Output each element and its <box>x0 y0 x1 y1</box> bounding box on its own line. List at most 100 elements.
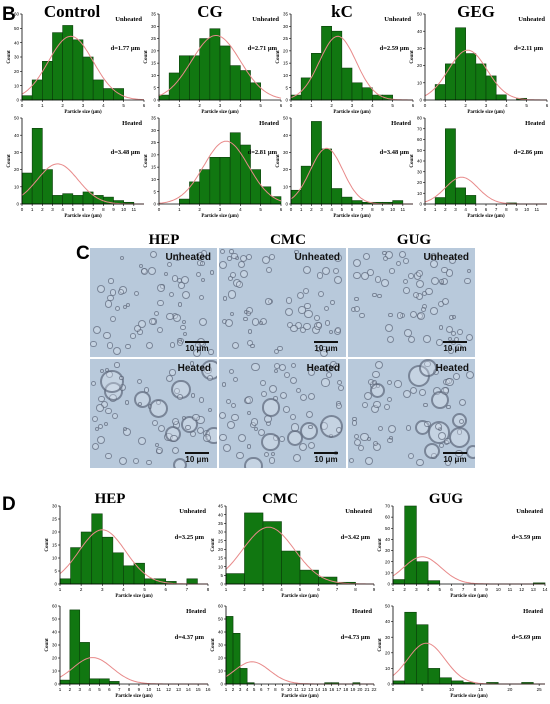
droplet <box>328 329 334 335</box>
y-tick-label: 15 <box>151 165 157 170</box>
droplet <box>289 413 297 420</box>
droplet <box>352 416 357 422</box>
y-tick-label: 0 <box>419 98 422 103</box>
x-tick-label: 10 <box>390 207 396 212</box>
droplet <box>136 378 143 385</box>
droplet <box>167 261 173 267</box>
y-tick-label: 5 <box>54 569 57 574</box>
condition-label: Heated <box>525 120 545 127</box>
droplet <box>178 282 185 289</box>
droplet <box>372 440 379 447</box>
droplet <box>403 278 409 284</box>
y-tick-label: 80 <box>417 116 423 121</box>
histogram-bar <box>475 63 487 101</box>
droplet <box>239 254 247 263</box>
x-tick-label: 6 <box>412 103 415 108</box>
y-tick-label: 50 <box>14 116 20 121</box>
droplet <box>198 294 204 300</box>
x-tick-label: 13 <box>176 687 182 692</box>
col-title-d-hep: HEP <box>94 491 126 507</box>
y-tick-label: 50 <box>385 604 391 609</box>
y-tick-label: 20 <box>283 48 289 53</box>
histogram-bar <box>451 680 464 685</box>
y-tick-label: 30 <box>218 530 224 535</box>
droplet <box>143 387 150 393</box>
droplet <box>157 299 164 306</box>
droplet <box>409 310 417 318</box>
histogram-bar <box>21 95 33 101</box>
droplet <box>320 348 329 357</box>
droplet <box>416 311 425 320</box>
y-tick-label: 20 <box>385 559 391 564</box>
x-tick-label: 0 <box>21 207 24 212</box>
histogram-bar <box>113 88 124 101</box>
y-axis-label: Count <box>378 638 383 652</box>
x-tick-label: 9 <box>281 687 284 692</box>
x-tick-label: 20 <box>357 687 363 692</box>
histogram-bar <box>31 79 43 101</box>
histogram-bar <box>82 56 94 101</box>
histogram-bar <box>62 193 74 205</box>
histogram-bar <box>70 547 82 585</box>
micrograph-hep-heated: Heated 10 μm <box>90 359 217 468</box>
x-tick-label: 20 <box>507 687 513 692</box>
x-axis-label: Particle size (μm) <box>115 594 153 599</box>
condition-label: Unheated <box>179 508 206 515</box>
y-tick-label: 30 <box>283 24 289 29</box>
x-axis-label: Particle size (μm) <box>333 214 371 219</box>
histogram-bar <box>300 77 312 101</box>
droplet <box>148 398 168 418</box>
droplet <box>369 382 385 398</box>
y-tick-label: 5 <box>153 85 156 90</box>
histogram-bar <box>219 45 231 101</box>
x-tick-label: 1 <box>434 207 437 212</box>
histogram-b-cg-heated: 0 1 2 3 4 5 6 0 5 10 15 20 25 30 35 Particle size (μm) C… <box>144 116 283 219</box>
x-tick-label: 3 <box>101 587 104 592</box>
droplet <box>125 303 130 308</box>
droplet <box>176 277 182 283</box>
droplet <box>459 399 467 407</box>
y-tick-label: 0 <box>54 682 57 687</box>
x-tick-label: 0 <box>290 207 293 212</box>
droplet <box>284 308 293 317</box>
histogram-d-cmc-heated: 1 2 3 4 5 6 7 8 9 10 11 12 13 14 15 16 17 18 19 20 21 2201020… <box>211 604 377 699</box>
droplet <box>419 389 426 396</box>
condition-label: Unheated <box>345 508 372 515</box>
droplet <box>382 250 387 256</box>
x-tick-label: 1 <box>59 587 62 592</box>
droplet <box>100 370 124 394</box>
y-axis-label: Count <box>45 638 50 652</box>
x-tick-label: 9 <box>373 587 376 592</box>
x-tick-label: 8 <box>128 687 131 692</box>
droplet <box>430 307 438 315</box>
x-axis-label: Particle size (μm) <box>333 110 371 115</box>
y-tick-label: 10 <box>151 73 157 78</box>
y-axis-label: Count <box>276 50 281 64</box>
droplet <box>245 396 253 404</box>
scale-bar-line <box>185 452 209 454</box>
x-tick-label: 5 <box>259 103 262 108</box>
droplet <box>158 425 166 433</box>
x-tick-label: 3 <box>262 587 265 592</box>
mean-diameter-label: d=3.25 μm <box>175 534 205 541</box>
x-tick-label: 16 <box>205 687 211 692</box>
droplet <box>384 323 394 333</box>
histogram-bar <box>321 148 332 205</box>
micrograph-condition-label: Heated <box>306 363 340 374</box>
histogram-d-hep-heated: 1 2 3 4 5 6 7 8 9 10 11 12 13 14 15 160102030405060Part… <box>45 604 211 699</box>
droplet <box>439 279 444 284</box>
x-tick-label: 6 <box>450 587 453 592</box>
micrograph-condition-label: Unheated <box>294 252 340 263</box>
droplet <box>404 329 412 337</box>
droplet <box>219 412 227 420</box>
y-tick-label: 10 <box>14 184 20 189</box>
droplet <box>332 267 340 275</box>
x-tick-label: 9 <box>485 587 488 592</box>
x-tick-label: 1 <box>59 687 62 692</box>
y-tick-label: 30 <box>52 643 58 648</box>
droplet <box>99 369 104 374</box>
y-tick-label: 20 <box>52 530 58 535</box>
y-axis-label: Count <box>45 538 50 552</box>
histogram-b-geg-heated: 0 1 2 3 4 5 6 7 8 9 10 11 0 10 20 30 40 50 60 70 80 Particle … <box>410 116 547 219</box>
y-tick-label: 30 <box>283 150 289 155</box>
